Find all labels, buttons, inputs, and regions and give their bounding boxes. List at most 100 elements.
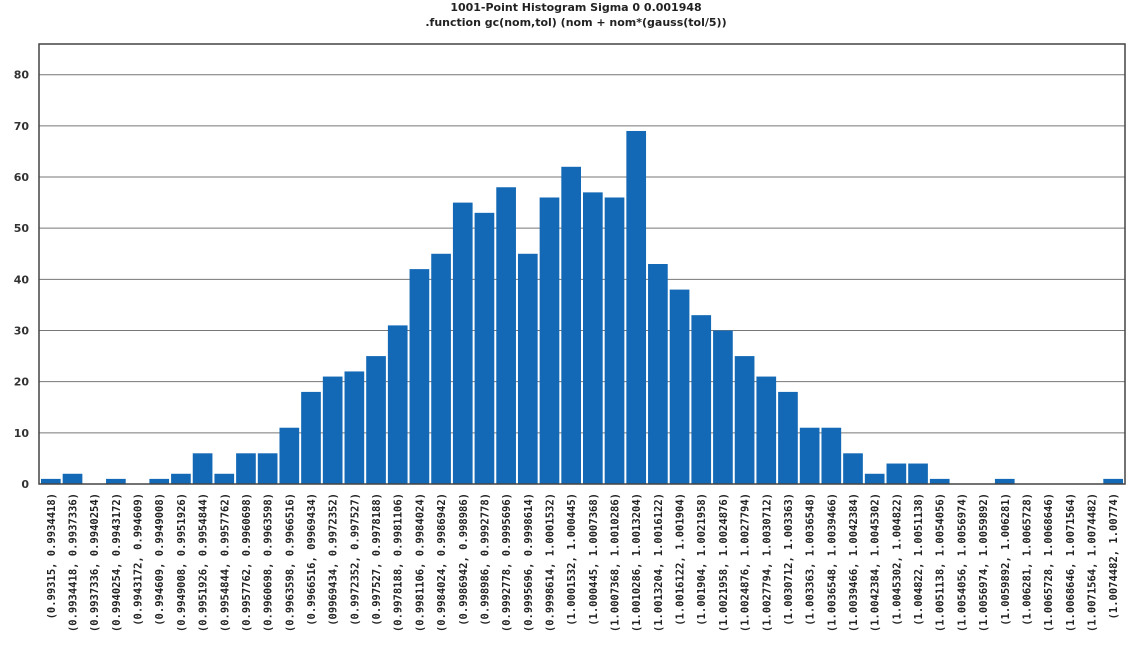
y-tick-label: 50 [14,222,30,235]
histogram-bar [474,212,495,484]
x-tick-label: (1.000445, 1.0007368) [588,493,600,626]
x-tick-label: (0.9943172, 0.994609) [133,493,145,626]
y-tick-label: 60 [14,171,30,184]
y-tick-label: 80 [14,69,30,82]
x-tick-label: (1.0071564, 1.0074482) [1086,493,1098,632]
x-tick-label: (1.0059892, 1.006281) [1000,493,1012,626]
histogram-bar [1103,478,1123,484]
histogram-bar [713,330,733,484]
x-tick-label: (0.9978188, 0.9981106) [393,493,405,632]
x-tick-label: (0.9966516, 09969434) [306,493,318,626]
histogram-bar [149,478,170,484]
histogram-bar [691,315,712,484]
x-tick-label: (1.004822, 1.0051138) [913,493,925,626]
histogram-bar [778,391,798,484]
y-tick-label: 20 [14,376,30,389]
x-tick-label: (0.9986942, 0.998986) [458,493,470,626]
x-tick-label: (09969434, 0.9972352) [328,493,340,626]
x-tick-label: (0.994609, 0.9949008) [154,493,166,626]
x-tick-label: (1.0016122, 1.001904) [675,493,687,626]
x-tick-label: (1.0045302, 1.004822) [891,493,903,626]
x-tick-label: (1.0068646, 1.0071564) [1065,493,1077,632]
x-tick-label: (1.0024876, 1.0027794) [740,493,752,632]
y-tick-label: 30 [14,325,30,338]
x-tick-label: (0.9951926, 0.9954844) [198,493,210,632]
histogram-bar [539,197,560,484]
x-tick-label: (0.9937336, 0.9940254) [89,493,101,632]
x-tick-label: (0.99315, 0.9934418) [46,493,58,619]
histogram-bar [214,473,235,484]
histogram-bar [279,427,300,484]
histogram-bar [648,264,668,484]
histogram-bar [994,478,1015,484]
histogram-bar [192,453,213,484]
y-tick-label: 10 [14,427,30,440]
histogram-bar [387,325,408,484]
x-tick-label: (0.9954844, 0.9957762) [219,493,231,632]
histogram-bar [583,192,603,485]
x-tick-label: (0.9998614, 1.0001532) [544,493,556,632]
x-tick-label: (1.0013204, 1.0016122) [653,493,665,632]
x-tick-label: (1.0030712, 1.003363) [783,493,795,626]
x-tick-label: (1.0021958, 1.0024876) [718,493,730,632]
histogram-bar [409,269,430,484]
x-tick-label: (1.0007368, 1.0010286) [610,493,622,632]
y-tick-label: 0 [21,478,29,491]
x-tick-label: (1.0001532, 1.000445) [566,493,578,626]
histogram-bar [604,197,625,484]
x-tick-label: (1.0054056, 1.0056974) [956,493,968,632]
x-tick-label: (0.9960698, 0.9963598) [263,493,275,632]
x-tick-label: (0.9934418, 0.9937336) [68,493,80,632]
y-tick-label: 40 [14,273,30,286]
x-tick-label: (1.0051138, 1.0054056) [935,493,947,632]
x-tick-label: (0.9984024, 0.9986942) [436,493,448,632]
histogram-bar [626,130,647,484]
x-tick-label: (0.9995696, 0.9998614) [523,493,535,632]
y-tick-label: 70 [14,120,30,133]
x-tick-label: (0.9992778, 0.9995696) [501,493,513,632]
x-tick-label: (0.9972352, 0.997527) [349,493,361,626]
x-tick-label: (1.0056974, 1.0059892) [978,493,990,632]
chart-subtitle: .function gc(nom,tol) (nom + nom*(gauss(… [425,16,726,29]
histogram-bar [669,289,690,484]
x-tick-label: (0.9940254, 0.9943172) [111,493,123,632]
histogram-bar [929,478,950,484]
histogram-bar [322,376,343,484]
histogram-bar [908,463,928,484]
x-tick-label: (1.0074482, 1.00774) [1108,493,1120,619]
histogram-bar [843,453,863,484]
histogram-bar [431,253,451,484]
histogram-bar [236,453,256,484]
histogram-bar [171,473,191,484]
x-tick-label: (1.006281, 1.0065728) [1021,493,1033,626]
histogram-bar [734,356,755,484]
x-tick-label: (1.0010286, 1.0013204) [631,493,643,632]
x-tick-label: (1.0039466, 1.0042384) [848,493,860,632]
x-tick-label: (1.003363, 1.0036548) [805,493,817,626]
histogram-bar [864,473,885,484]
x-tick-label: (1.0027794, 1.0030712) [761,493,773,632]
x-tick-label: (0.997527, 0.9978188) [371,493,383,626]
histogram-bar [886,463,907,484]
x-tick-label: (1.0036548, 1.0039466) [826,493,838,632]
histogram-bar [756,376,777,484]
histogram-bar [257,453,278,484]
plot-frame [38,43,1126,485]
histogram-bar [106,478,126,484]
x-tick-label: (0.9949008, 0.9951926) [176,493,188,632]
x-tick-label: (0.998986, 0.9992778) [479,493,491,626]
histogram-bar [496,187,516,485]
histogram-bar [366,356,386,484]
x-tick-label: (0.9981106, 0.9984024) [414,493,426,632]
histogram-bar [561,166,581,484]
histogram-bar [821,427,842,484]
x-tick-label: (1.0065728, 1.0068646) [1043,493,1055,632]
x-tick-label: (0.9957762, 0.9960698) [241,493,253,632]
chart-title: 1001-Point Histogram Sigma 0 0.001948 [450,1,701,14]
histogram-bar [799,427,820,484]
x-tick-label: (0.9963598, 0.9966516) [284,493,296,632]
histogram-bar [517,253,538,484]
histogram-bar [344,371,365,484]
histogram-bar [301,391,321,484]
